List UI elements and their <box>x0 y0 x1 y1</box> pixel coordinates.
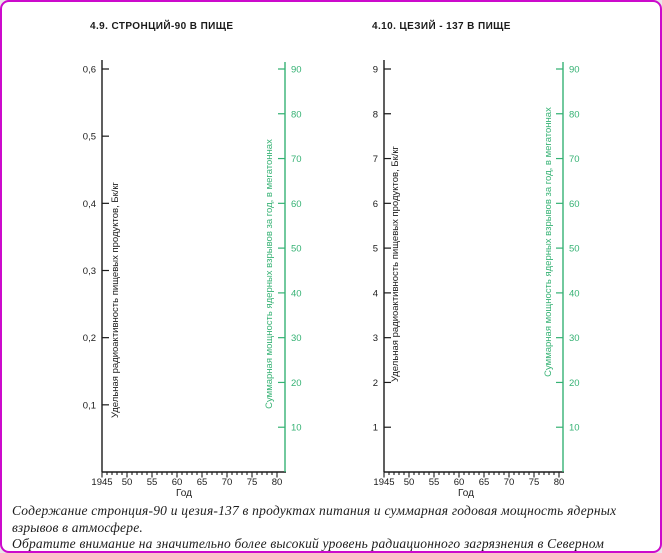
x-tick-label: 70 <box>504 477 515 488</box>
x-tick-label: 1945 <box>91 477 112 488</box>
x-tick-label: 80 <box>272 477 283 488</box>
y-left-tick-label: 3 <box>373 333 378 344</box>
y-left-tick-label: 6 <box>373 199 378 210</box>
y-right-tick-label: 40 <box>569 288 580 299</box>
caption-line: Содержание стронция-90 и цезия-137 в про… <box>12 503 617 535</box>
y-right-tick-label: 80 <box>291 109 302 120</box>
y-right-axis-title: Суммарная мощность ядерных взрывов за го… <box>264 139 275 409</box>
x-tick-label: 1945 <box>373 477 394 488</box>
y-right-tick-label: 60 <box>291 199 302 210</box>
y-left-tick-label: 4 <box>373 288 378 299</box>
y-left-tick-label: 2 <box>373 378 378 389</box>
caption-line: Обратите внимание на значительно более в… <box>12 536 605 551</box>
y-left-tick-label: 9 <box>373 65 378 76</box>
x-tick-label: 50 <box>404 477 415 488</box>
y-left-tick-label: 0,4 <box>83 199 96 210</box>
y-left-tick-label: 0,5 <box>83 132 96 143</box>
figure-caption: Содержание стронция-90 и цезия-137 в про… <box>12 503 657 551</box>
y-right-tick-label: 70 <box>569 154 580 165</box>
y-right-tick-label: 80 <box>569 109 580 120</box>
y-right-tick-label: 20 <box>569 378 580 389</box>
x-tick-label: 65 <box>197 477 208 488</box>
y-right-tick-label: 50 <box>569 244 580 255</box>
charts-canvas: 0,10,20,30,40,50,61020304050607080901945… <box>83 19 580 499</box>
x-tick-label: 75 <box>529 477 540 488</box>
y-right-tick-label: 90 <box>291 65 302 76</box>
y-left-tick-label: 7 <box>373 154 378 165</box>
y-right-tick-label: 70 <box>291 154 302 165</box>
x-tick-label: 60 <box>172 477 183 488</box>
y-right-tick-label: 50 <box>291 244 302 255</box>
x-axis-title: Год <box>176 488 192 499</box>
y-left-tick-label: 0,2 <box>83 333 96 344</box>
y-right-tick-label: 60 <box>569 199 580 210</box>
chart-title: 4.9. СТРОНЦИЙ-90 В ПИЩЕ <box>90 19 233 32</box>
x-tick-label: 70 <box>222 477 233 488</box>
chart-1: 0,1 0,2 0,3 0,4 0,5 0,6 10 20 30 40 50 60 70 80 90 1945… <box>83 19 302 499</box>
x-tick-label: 80 <box>554 477 565 488</box>
y-left-tick-label: 0,6 <box>83 65 96 76</box>
x-tick-label: 65 <box>479 477 490 488</box>
y-left-axis-title: Удельная радиоактивность пищевых продукт… <box>390 145 401 382</box>
y-left-axis-title: Удельная радиоактивность пищевых продукт… <box>110 181 121 418</box>
y-left-tick-label: 0,3 <box>83 266 96 277</box>
y-left-tick-label: 1 <box>373 423 378 434</box>
x-tick-label: 75 <box>247 477 258 488</box>
x-tick-label: 55 <box>147 477 158 488</box>
y-left-tick-label: 0,1 <box>83 400 96 411</box>
y-right-tick-label: 10 <box>569 423 580 434</box>
y-right-axis-title: Суммарная мощность ядерных взрывов за го… <box>543 107 554 377</box>
y-right-tick-label: 30 <box>569 333 580 344</box>
y-right-tick-label: 10 <box>291 423 302 434</box>
x-axis-title: Год <box>458 488 474 499</box>
y-right-tick-label: 90 <box>569 65 580 76</box>
chart-title: 4.10. ЦЕЗИЙ - 137 В ПИЩЕ <box>372 19 511 32</box>
x-tick-label: 60 <box>454 477 465 488</box>
y-left-tick-label: 8 <box>373 109 378 120</box>
y-right-tick-label: 30 <box>291 333 302 344</box>
x-tick-label: 55 <box>429 477 440 488</box>
chart-2: 1 2 3 4 5 6 7 8 9 10 20 30 40 50 60 70 80 90 1945 50 55 60 65 7… <box>372 19 580 499</box>
y-left-tick-label: 5 <box>373 244 378 255</box>
x-tick-label: 50 <box>122 477 133 488</box>
y-right-tick-label: 40 <box>291 288 302 299</box>
y-right-tick-label: 20 <box>291 378 302 389</box>
